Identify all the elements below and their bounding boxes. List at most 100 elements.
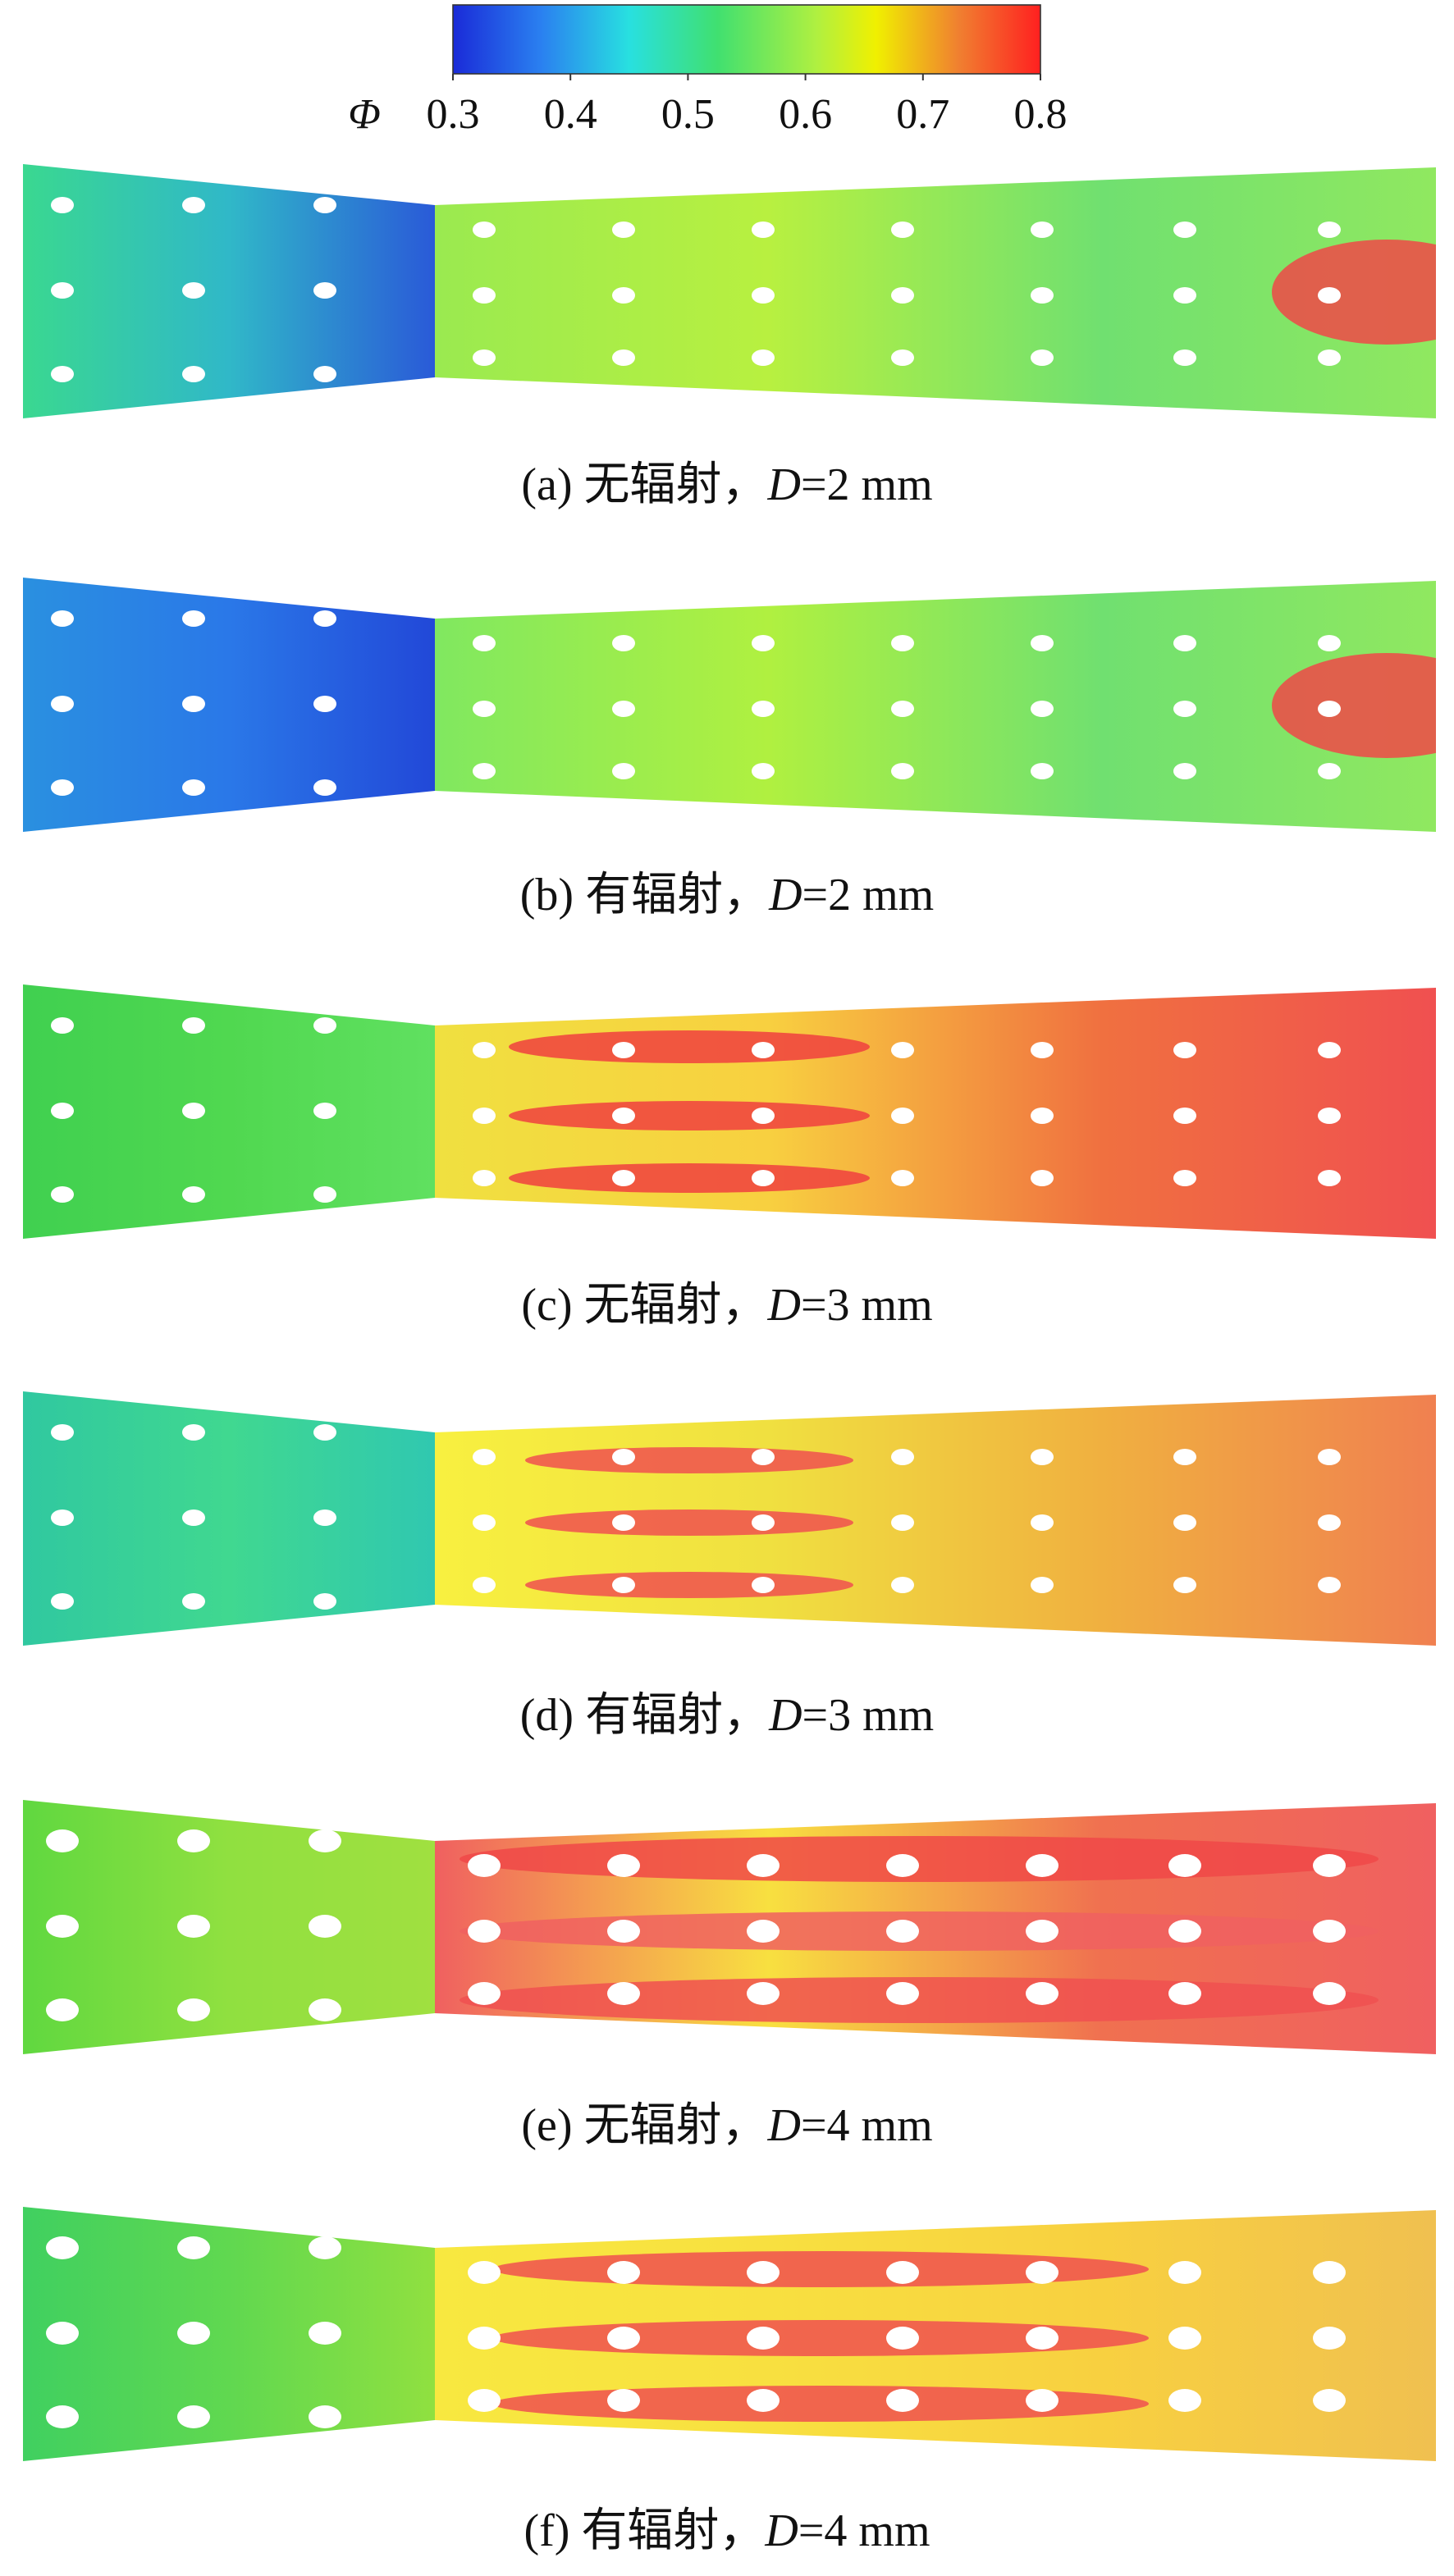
hole [177,2405,210,2428]
hole [612,1577,635,1593]
hole [182,197,205,213]
hole [1173,287,1196,304]
hole [891,1042,914,1058]
hot-zones [460,1836,1379,2023]
hole [51,1593,74,1610]
hole [1313,1982,1346,2005]
hole [177,1998,210,2021]
contour-panel [23,1800,1436,2054]
hole [886,2327,919,2350]
hole [1173,1514,1196,1531]
caption-variable: D [767,2100,801,2151]
hole [891,701,914,717]
hole [891,1577,914,1593]
hole [752,1449,775,1465]
contour-panel [23,578,1436,832]
hole [891,287,914,304]
hole [1318,222,1341,238]
hole [612,1170,635,1186]
hole [1031,287,1054,304]
hole [313,779,336,796]
hole [309,1998,341,2021]
hole [182,610,205,627]
hole [51,1510,74,1526]
hole [752,701,775,717]
hole [1173,635,1196,651]
hole [607,2261,640,2284]
caption-prefix: (a) 无辐射， [521,459,767,510]
caption-variable: D [768,1690,802,1741]
hole [309,2405,341,2428]
hole [473,701,496,717]
hole [473,763,496,779]
hole [51,366,74,382]
hole [1173,1449,1196,1465]
hole [468,2261,501,2284]
hole [182,779,205,796]
hole [1173,222,1196,238]
caption-prefix: (b) 有辐射， [520,870,769,920]
hole [313,610,336,627]
hole [1031,1514,1054,1531]
hole [1318,1042,1341,1058]
hot-zone [1272,240,1436,345]
hole [51,610,74,627]
hole [1313,2261,1346,2284]
hole [46,2322,79,2345]
hole [612,349,635,366]
caption-prefix: (c) 无辐射， [521,1280,767,1331]
hole [51,1017,74,1034]
hole [1318,349,1341,366]
hole [182,1510,205,1526]
hole [1318,287,1341,304]
hole [46,2236,79,2259]
colorbar-label: Φ [348,91,381,138]
hole [1168,1982,1201,2005]
hole [1026,2261,1058,2284]
contour-panel [23,1391,1436,1646]
caption-suffix: =2 mm [801,459,933,510]
hole [747,2389,780,2412]
hole [1318,635,1341,651]
hole [891,1514,914,1531]
colorbar-tick-label: 0.8 [1014,91,1068,138]
hole [468,2389,501,2412]
caption-variable: D [764,2505,798,2556]
hole [313,1424,336,1441]
hole [309,1915,341,1938]
hole [612,635,635,651]
hole [1318,701,1341,717]
hole [46,1829,79,1852]
hot-zone [525,1510,853,1536]
hole [886,2389,919,2412]
hole [1173,349,1196,366]
hole [607,1982,640,2005]
hole [1168,2389,1201,2412]
panel-caption: (b) 有辐射，D=2 mm [520,870,934,920]
hole [51,779,74,796]
panel-caption: (a) 无辐射，D=2 mm [521,459,932,510]
hole [612,222,635,238]
hole [1168,1854,1201,1877]
hole [612,701,635,717]
hole [612,763,635,779]
hole [1313,1854,1346,1877]
hole [1173,1108,1196,1124]
hole [473,1170,496,1186]
hole [752,635,775,651]
hole [1318,1108,1341,1124]
caption-suffix: =2 mm [802,870,935,920]
hole [313,197,336,213]
contour-panel [23,164,1436,418]
hole [309,2236,341,2259]
hole [313,366,336,382]
left-region [23,2207,435,2461]
hole [468,2327,501,2350]
hole [309,2322,341,2345]
hole [1313,2389,1346,2412]
hole [886,2261,919,2284]
hot-zone [509,1101,870,1130]
colorbar-tick-label: 0.6 [779,91,832,138]
hole [612,1042,635,1058]
caption-variable: D [768,870,802,920]
